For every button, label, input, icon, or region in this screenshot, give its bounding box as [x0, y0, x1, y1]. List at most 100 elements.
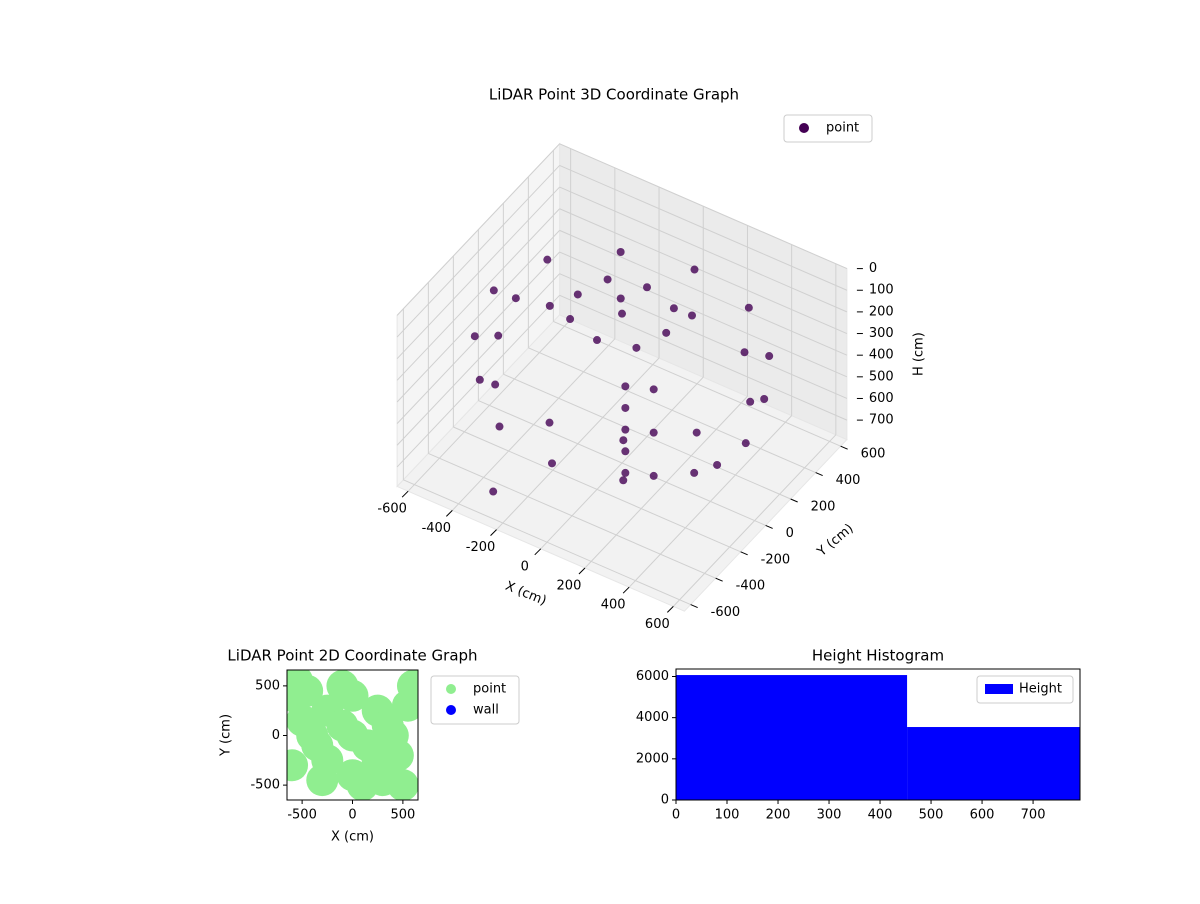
point	[396, 670, 418, 702]
point	[489, 487, 498, 496]
legend-label: point	[473, 682, 506, 697]
y-tick-label: 4000	[636, 710, 669, 725]
z-tick-label: 300	[869, 326, 894, 341]
point	[649, 385, 658, 394]
point	[669, 304, 678, 313]
legend-label: wall	[473, 703, 499, 718]
grid-line	[428, 452, 716, 579]
x-tick-label: 600	[645, 617, 670, 632]
z-tick-label: 500	[869, 369, 894, 384]
point	[690, 265, 699, 274]
tick-mark	[815, 472, 823, 477]
x-tick-label: 100	[715, 808, 740, 823]
point	[621, 382, 630, 391]
grid-line	[559, 186, 848, 313]
tick-mark	[445, 510, 453, 517]
point	[543, 255, 552, 264]
z-tick-label: 200	[869, 304, 894, 319]
point	[616, 248, 625, 257]
x-tick-label: -500	[287, 808, 317, 823]
bar	[907, 727, 1080, 800]
tick-mark	[490, 529, 497, 536]
tick-mark	[578, 567, 586, 575]
tick-mark	[401, 490, 409, 498]
x-tick-label: 0	[521, 559, 529, 574]
point	[632, 343, 641, 352]
point	[326, 670, 359, 702]
point	[287, 704, 319, 737]
y-tick-label: 2000	[636, 751, 669, 766]
y-axis-label: Y (cm)	[219, 714, 234, 757]
legend-marker	[799, 123, 809, 133]
x-tick-label: 0	[672, 808, 680, 823]
x-tick-label: 0	[348, 808, 356, 823]
y-tick-label: -200	[761, 552, 791, 567]
y-tick-label: 0	[786, 526, 794, 541]
y-axis-label: Y (cm)	[814, 521, 857, 560]
x-tick-label: 700	[1021, 808, 1046, 823]
z-tick-label: 700	[869, 413, 894, 428]
chart-title: Height Histogram	[812, 647, 944, 665]
z-axis-label: H (cm)	[911, 332, 926, 376]
legend-box	[976, 675, 1074, 704]
point	[381, 739, 414, 772]
legend-marker	[446, 705, 456, 715]
point	[593, 336, 601, 345]
y-tick-label: 0	[272, 728, 280, 743]
chart-title: LiDAR Point 2D Coordinate Graph	[227, 647, 477, 665]
point	[621, 447, 630, 456]
grid-line	[478, 400, 766, 526]
grid-line	[559, 273, 848, 399]
grid-line	[553, 320, 841, 447]
tick-mark	[666, 606, 674, 613]
point	[713, 460, 722, 469]
grid-line	[559, 251, 848, 378]
point	[371, 709, 404, 742]
point	[662, 328, 671, 337]
grid-line	[503, 373, 791, 500]
point	[649, 471, 658, 480]
legend-label: Height	[1019, 682, 1062, 697]
grid-line	[396, 186, 560, 360]
point	[692, 428, 701, 437]
point	[619, 436, 628, 445]
x-axis-label: X (cm)	[331, 830, 374, 845]
legend-box	[783, 114, 873, 143]
point	[306, 764, 339, 797]
tick-mark	[740, 551, 748, 556]
grid-line	[403, 479, 691, 606]
tick-mark	[715, 577, 723, 582]
legend-swatch	[985, 684, 1013, 694]
z-tick-label: 600	[869, 391, 894, 406]
x-tick-label: 400	[601, 598, 626, 613]
point	[760, 395, 769, 404]
point	[690, 468, 699, 477]
grid-line	[559, 229, 848, 356]
point	[746, 397, 755, 406]
grid-line	[453, 426, 741, 553]
tick-mark	[790, 498, 798, 503]
grid-line	[559, 294, 848, 421]
legend-label: point	[826, 121, 859, 136]
point	[511, 294, 520, 303]
x-tick-label: 600	[970, 808, 995, 823]
point	[740, 348, 749, 357]
point	[475, 375, 484, 384]
point	[603, 275, 612, 284]
x-tick-label: 500	[919, 808, 944, 823]
points	[287, 670, 418, 800]
grid-line	[559, 143, 848, 270]
y-tick-label: 600	[861, 447, 886, 462]
x-tick-label: -600	[377, 502, 407, 517]
bar	[676, 675, 908, 800]
point	[621, 468, 630, 477]
point	[495, 422, 504, 431]
point	[548, 459, 556, 468]
y-tick-label: -600	[711, 605, 741, 620]
x-tick-label: -200	[466, 540, 496, 555]
x-tick-label: 500	[390, 808, 415, 823]
axes-frame	[675, 668, 1081, 801]
point	[489, 286, 498, 295]
y-tick-label: 200	[811, 500, 836, 515]
